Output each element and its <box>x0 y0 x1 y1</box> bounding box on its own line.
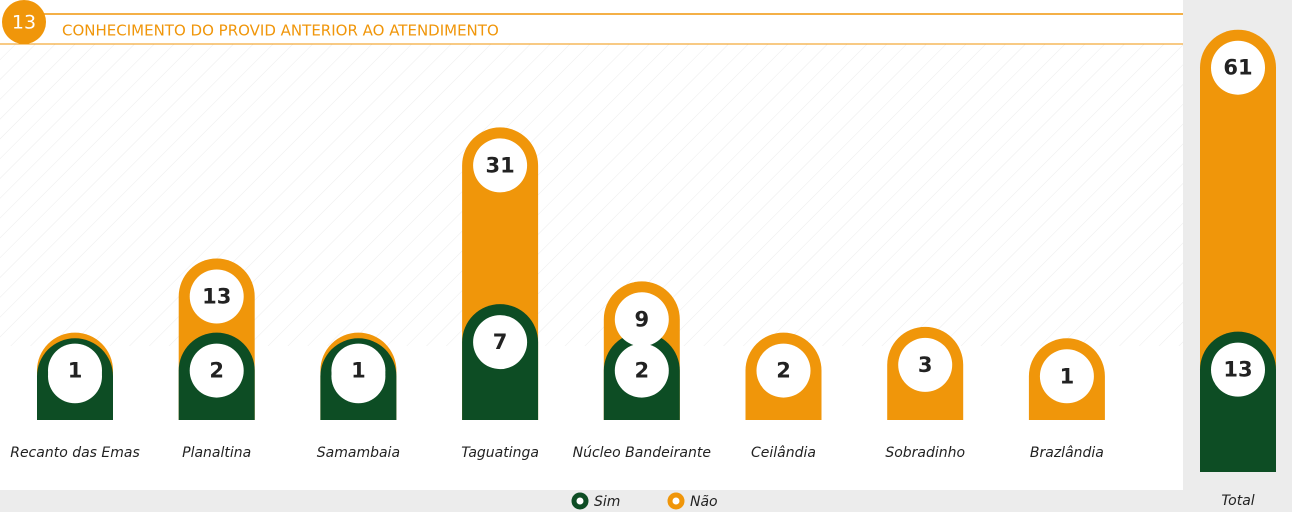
value-circle <box>189 343 244 398</box>
badge-number: 13 <box>12 12 36 34</box>
value-label: 7 <box>493 330 508 354</box>
value-circle <box>48 343 102 398</box>
chart-title: CONHECIMENTO DO PROVID ANTERIOR AO ATEND… <box>62 22 499 40</box>
value-circle <box>473 138 528 193</box>
value-circle <box>614 292 669 347</box>
x-tick-label: Ceilândia <box>751 445 816 461</box>
x-tick-label: Núcleo Bandeirante <box>573 445 711 461</box>
value-label: 2 <box>634 359 649 383</box>
value-circle <box>1211 342 1265 397</box>
value-circle <box>898 337 953 392</box>
legend-swatch <box>571 492 589 510</box>
value-circle <box>189 269 244 324</box>
value-circle <box>331 343 386 398</box>
value-label: 1 <box>351 359 366 383</box>
value-label: 1 <box>68 359 83 383</box>
value-label: 13 <box>1223 358 1252 382</box>
value-label: 2 <box>776 359 791 383</box>
value-circle <box>473 315 528 370</box>
badge <box>2 0 46 44</box>
legend-band <box>0 490 1292 512</box>
total-label: Total <box>1221 493 1254 509</box>
value-label: 1 <box>1060 364 1075 388</box>
value-label: 3 <box>918 353 933 377</box>
legend-label: Sim <box>594 494 620 510</box>
x-tick-label: Brazlândia <box>1030 445 1104 461</box>
x-tick-label: Planaltina <box>182 445 251 461</box>
value-label: 13 <box>202 285 231 309</box>
x-tick-label: Samambaia <box>317 445 400 461</box>
legend-swatch <box>667 492 685 510</box>
value-label: 61 <box>1223 56 1252 80</box>
x-tick-label: Recanto das Emas <box>10 445 140 461</box>
x-tick-label: Sobradinho <box>885 445 965 461</box>
x-tick-label: Taguatinga <box>461 445 539 461</box>
legend-label: Não <box>690 494 718 510</box>
value-circle <box>614 343 669 398</box>
value-circle <box>756 343 811 398</box>
value-label: 9 <box>634 307 649 331</box>
value-circle <box>1039 349 1094 404</box>
background-hatch <box>0 44 1183 346</box>
value-label: 2 <box>209 359 224 383</box>
value-label: 31 <box>485 153 514 177</box>
value-circle <box>1211 40 1265 95</box>
